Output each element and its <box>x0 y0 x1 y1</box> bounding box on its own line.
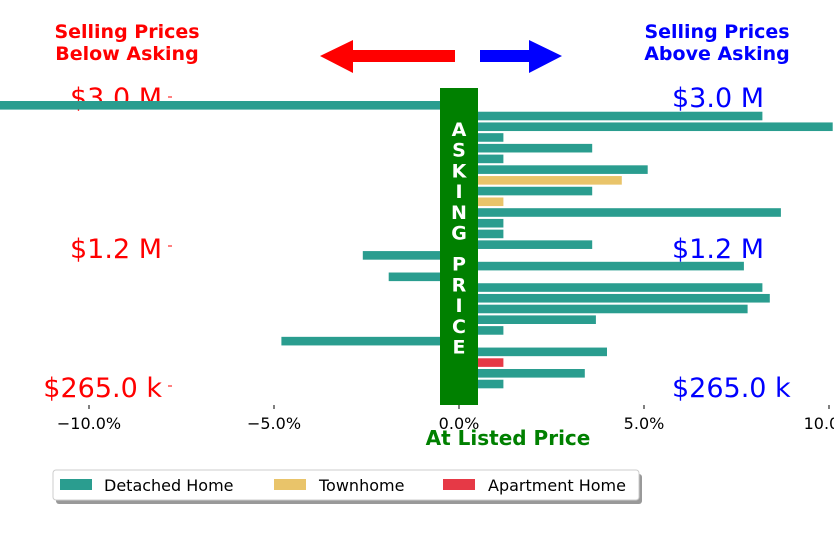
bar-8 <box>459 186 593 196</box>
bar-10 <box>459 208 781 217</box>
band-letter-10: C <box>452 316 466 338</box>
header-right-line-1: Selling Prices <box>644 21 789 43</box>
legend-swatch-apartment <box>443 479 475 490</box>
asking-price-band <box>440 88 478 405</box>
header-right-line-2: Above Asking <box>644 43 790 65</box>
bar-2 <box>459 122 833 132</box>
x-axis: −15.0%−10.0%−5.0%0.0%5.0%10.0% <box>57 405 834 433</box>
bar-17 <box>459 283 763 292</box>
bar-12 <box>459 229 504 239</box>
bar-24 <box>459 358 504 367</box>
bar-0 <box>0 101 459 110</box>
x-tick-label-4: 5.0% <box>624 414 665 433</box>
legend-swatch-detached <box>60 479 92 490</box>
bar-26 <box>459 379 504 389</box>
x-tick-label-3: 0.0% <box>439 414 480 433</box>
legend-label-apartment: Apartment Home <box>488 476 626 495</box>
band-letter-7: P <box>452 254 466 276</box>
bar-21 <box>459 326 504 335</box>
bar-3 <box>459 133 504 142</box>
band-letter-9: I <box>455 295 462 317</box>
bar-16 <box>388 272 459 282</box>
bar-7 <box>459 176 622 185</box>
bar-13 <box>459 240 593 249</box>
bar-25 <box>459 369 585 378</box>
price-label-right-top: $3.0 M <box>672 83 764 114</box>
bar-22 <box>281 336 459 346</box>
band-letter-1: S <box>452 140 466 162</box>
bar-19 <box>459 304 748 314</box>
bar-1 <box>459 111 763 121</box>
legend-box <box>52 469 640 501</box>
x-tick-label-5: 10.0% <box>804 414 834 433</box>
bar-15 <box>459 261 744 271</box>
legend-label-detached: Detached Home <box>104 476 234 495</box>
band-letter-5: G <box>451 223 467 245</box>
band-letter-0: A <box>452 119 467 141</box>
bar-5 <box>459 154 504 164</box>
header-left-line-2: Below Asking <box>55 43 198 65</box>
band-letter-11: E <box>453 337 466 359</box>
x-tick-label-2: −5.0% <box>247 414 301 433</box>
x-axis-label: At Listed Price <box>426 426 591 450</box>
price-label-right-bottom: $265.0 k <box>672 373 791 404</box>
price-label-right-mid: $1.2 M <box>672 234 764 265</box>
band-letter-8: R <box>452 274 467 296</box>
legend-swatch-townhome <box>274 479 306 490</box>
bar-4 <box>459 143 593 153</box>
legend-label-townhome: Townhome <box>318 476 404 495</box>
band-letter-3: I <box>455 181 462 203</box>
price-label-left-mid: $1.2 M <box>70 234 162 265</box>
bar-9 <box>459 197 504 207</box>
right-arrow-icon <box>480 40 562 73</box>
bar-6 <box>459 165 648 174</box>
band-letter-2: K <box>452 160 468 182</box>
bars-group <box>0 101 833 389</box>
band-letter-4: N <box>451 202 467 224</box>
bar-20 <box>459 315 596 324</box>
bar-18 <box>459 293 770 303</box>
bar-11 <box>459 218 504 228</box>
bar-14 <box>362 251 459 260</box>
header-left-line-1: Selling Prices <box>54 21 199 43</box>
legend: Detached Home Townhome Apartment Home <box>52 469 642 504</box>
bar-23 <box>459 347 607 357</box>
x-tick-label-1: −10.0% <box>57 414 121 433</box>
left-arrow-icon <box>320 40 455 73</box>
price-label-left-bottom: $265.0 k <box>43 373 162 404</box>
